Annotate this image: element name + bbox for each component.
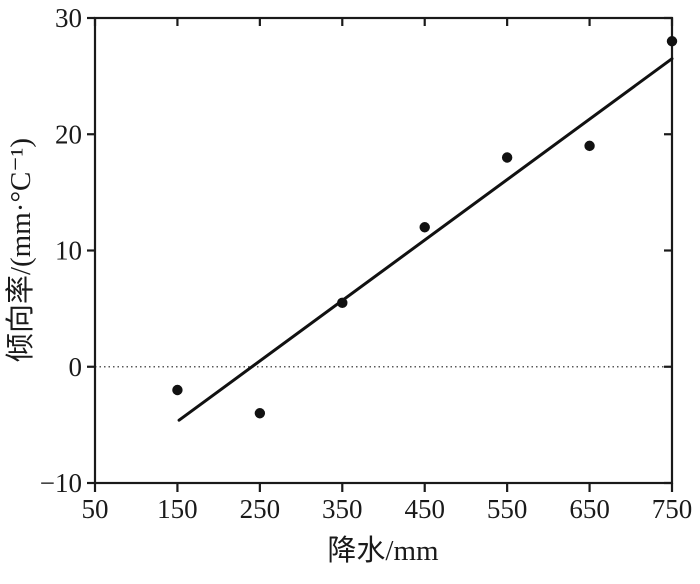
data-point xyxy=(172,384,183,396)
x-tick-label: 550 xyxy=(487,494,528,524)
y-tick-label: 30 xyxy=(55,3,82,33)
ticks-layer xyxy=(87,16,674,492)
data-point xyxy=(419,222,430,233)
axes-frame-layer xyxy=(93,16,674,485)
x-tick-label: 350 xyxy=(322,494,363,524)
data-point xyxy=(666,36,678,47)
y-axis-title: 倾向率/(mm·°C⁻¹) xyxy=(4,138,37,362)
data-point xyxy=(254,408,266,419)
data-point xyxy=(584,140,595,152)
x-tick-label: 750 xyxy=(652,494,693,524)
x-tick-label: 50 xyxy=(82,494,109,524)
plot-frame xyxy=(93,16,674,485)
y-tick-label: −10 xyxy=(40,468,82,498)
y-tick-label: 10 xyxy=(55,236,82,266)
x-tick-label: 450 xyxy=(404,494,445,524)
x-tick-label: 650 xyxy=(569,494,610,524)
x-tick-label: 250 xyxy=(240,494,281,524)
data-series-layer xyxy=(172,36,678,422)
x-axis-title: 降水/mm xyxy=(327,534,439,567)
tick-labels-layer: 50 150 250 350 450 550 650 750 −10 0 10 20 30 xyxy=(40,3,692,524)
trend-line xyxy=(177,57,674,422)
data-point xyxy=(501,152,513,163)
x-tick-label: 150 xyxy=(157,494,198,524)
y-tick-label: 0 xyxy=(69,352,83,382)
y-tick-label: 20 xyxy=(55,119,82,149)
